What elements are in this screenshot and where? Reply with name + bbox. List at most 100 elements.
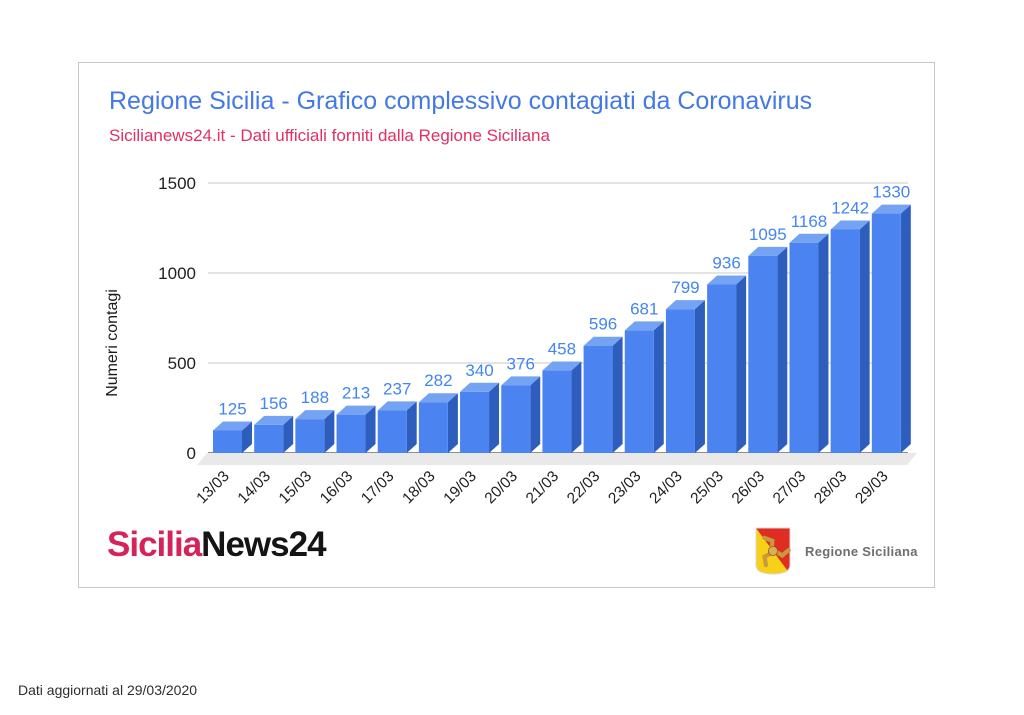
- bar-top-face: [789, 233, 829, 243]
- bar-side-face: [818, 233, 829, 453]
- bar-top-face: [460, 382, 500, 392]
- x-tick-label: 24/03: [646, 468, 685, 507]
- bar-23/03: [624, 321, 664, 453]
- bar-value-label: 681: [630, 299, 658, 318]
- bar-16/03: [336, 405, 376, 453]
- bar-value-label: 1242: [831, 198, 869, 217]
- bar-front-face: [707, 284, 737, 453]
- bar-28/03: [830, 220, 870, 453]
- bar-17/03: [377, 401, 417, 453]
- chart-canvas: 0 500 1000 1500 125 13/03 156 14/03 188 15/03 213 1…: [104, 174, 917, 507]
- bar-front-face: [624, 330, 654, 453]
- bar-value-label: 282: [424, 371, 452, 390]
- bar-front-face: [377, 410, 407, 453]
- bar-side-face: [406, 401, 417, 453]
- bar-side-face: [900, 204, 911, 453]
- bar-19/03: [460, 382, 500, 453]
- chart-floor: [197, 453, 917, 465]
- logo-news24-text: News24: [201, 525, 326, 564]
- bar-top-face: [707, 275, 747, 285]
- bar-top-face: [542, 361, 582, 371]
- y-axis-title: Numeri contagi: [104, 289, 121, 397]
- x-tick-label: 20/03: [482, 468, 521, 507]
- bar-27/03: [789, 233, 829, 453]
- bar-13/03: [213, 421, 252, 453]
- bar-front-face: [748, 255, 778, 453]
- bar-top-face: [336, 405, 376, 415]
- bar-side-face: [777, 246, 788, 453]
- bar-front-face: [542, 370, 572, 453]
- bar-front-face: [583, 345, 613, 453]
- x-tick-label: 28/03: [811, 468, 850, 507]
- bar-side-face: [736, 275, 747, 453]
- bar-front-face: [418, 402, 448, 453]
- sicilianews24-logo: SiciliaNews24: [107, 525, 327, 565]
- bar-side-face: [365, 405, 376, 453]
- bar-front-face: [295, 419, 325, 453]
- bar-value-label: 799: [671, 278, 699, 297]
- bar-22/03: [583, 336, 623, 453]
- x-tick-label: 13/03: [193, 468, 232, 507]
- x-tick-label: 16/03: [317, 468, 356, 507]
- bar-20/03: [501, 376, 541, 453]
- bar-value-label: 156: [259, 394, 287, 413]
- y-tick-label: 1500: [158, 174, 196, 193]
- x-tick-label: 21/03: [523, 468, 562, 507]
- bar-value-label: 458: [548, 340, 576, 359]
- bar-front-face: [665, 309, 695, 453]
- footer-note: Dati aggiornati al 29/03/2020: [18, 682, 198, 698]
- bar-front-face: [501, 385, 531, 453]
- x-tick-label: 15/03: [276, 468, 315, 507]
- bar-front-face: [871, 213, 901, 453]
- x-tick-label: 22/03: [564, 468, 603, 507]
- bar-14/03: [254, 415, 294, 453]
- bar-top-face: [583, 336, 623, 346]
- bar-top-face: [377, 401, 417, 411]
- y-tick-label: 500: [168, 354, 196, 373]
- bar-top-face: [295, 410, 335, 420]
- bar-top-face: [254, 415, 294, 425]
- bar-top-face: [213, 421, 252, 431]
- y-tick-label: 0: [187, 444, 196, 463]
- bar-value-label: 1330: [872, 183, 910, 202]
- bar-value-label: 1168: [791, 212, 828, 231]
- bar-top-face: [871, 204, 911, 214]
- bar-front-face: [789, 242, 819, 453]
- regione-siciliana-logo: Regione Siciliana: [753, 525, 918, 577]
- bar-top-face: [665, 300, 705, 310]
- bar-top-face: [624, 321, 664, 331]
- trinacria-icon: [762, 535, 791, 568]
- bar-18/03: [418, 393, 458, 453]
- bar-top-face: [418, 393, 458, 403]
- bar-side-face: [530, 376, 541, 453]
- bar-front-face: [336, 414, 366, 453]
- x-tick-label: 23/03: [605, 468, 644, 507]
- x-tick-label: 25/03: [687, 468, 726, 507]
- bar-21/03: [542, 361, 582, 453]
- bar-value-label: 188: [301, 388, 329, 407]
- bar-26/03: [748, 246, 788, 453]
- chart-title: Regione Sicilia - Grafico complessivo co…: [109, 87, 813, 115]
- bar-15/03: [295, 410, 335, 453]
- bar-value-label: 1095: [749, 225, 787, 244]
- bar-value-label: 376: [507, 354, 535, 373]
- bar-value-label: 596: [589, 315, 617, 334]
- x-tick-label: 27/03: [770, 468, 809, 507]
- bar-side-face: [489, 382, 500, 453]
- x-tick-label: 26/03: [729, 468, 768, 507]
- chart-card: Regione Sicilia - Grafico complessivo co…: [78, 62, 935, 588]
- bar-front-face: [213, 430, 242, 453]
- bar-25/03: [707, 275, 747, 453]
- bar-value-label: 125: [218, 400, 246, 419]
- bar-side-face: [242, 421, 252, 453]
- bar-value-label: 340: [465, 361, 493, 380]
- bar-top-face: [830, 220, 870, 230]
- x-tick-label: 29/03: [852, 468, 891, 507]
- bar-front-face: [830, 229, 860, 453]
- bar-side-face: [447, 393, 458, 453]
- y-tick-label: 1000: [158, 264, 196, 283]
- bar-side-face: [324, 410, 335, 453]
- bar-side-face: [653, 321, 664, 453]
- bar-value-label: 213: [342, 384, 370, 403]
- x-tick-label: 14/03: [235, 468, 274, 507]
